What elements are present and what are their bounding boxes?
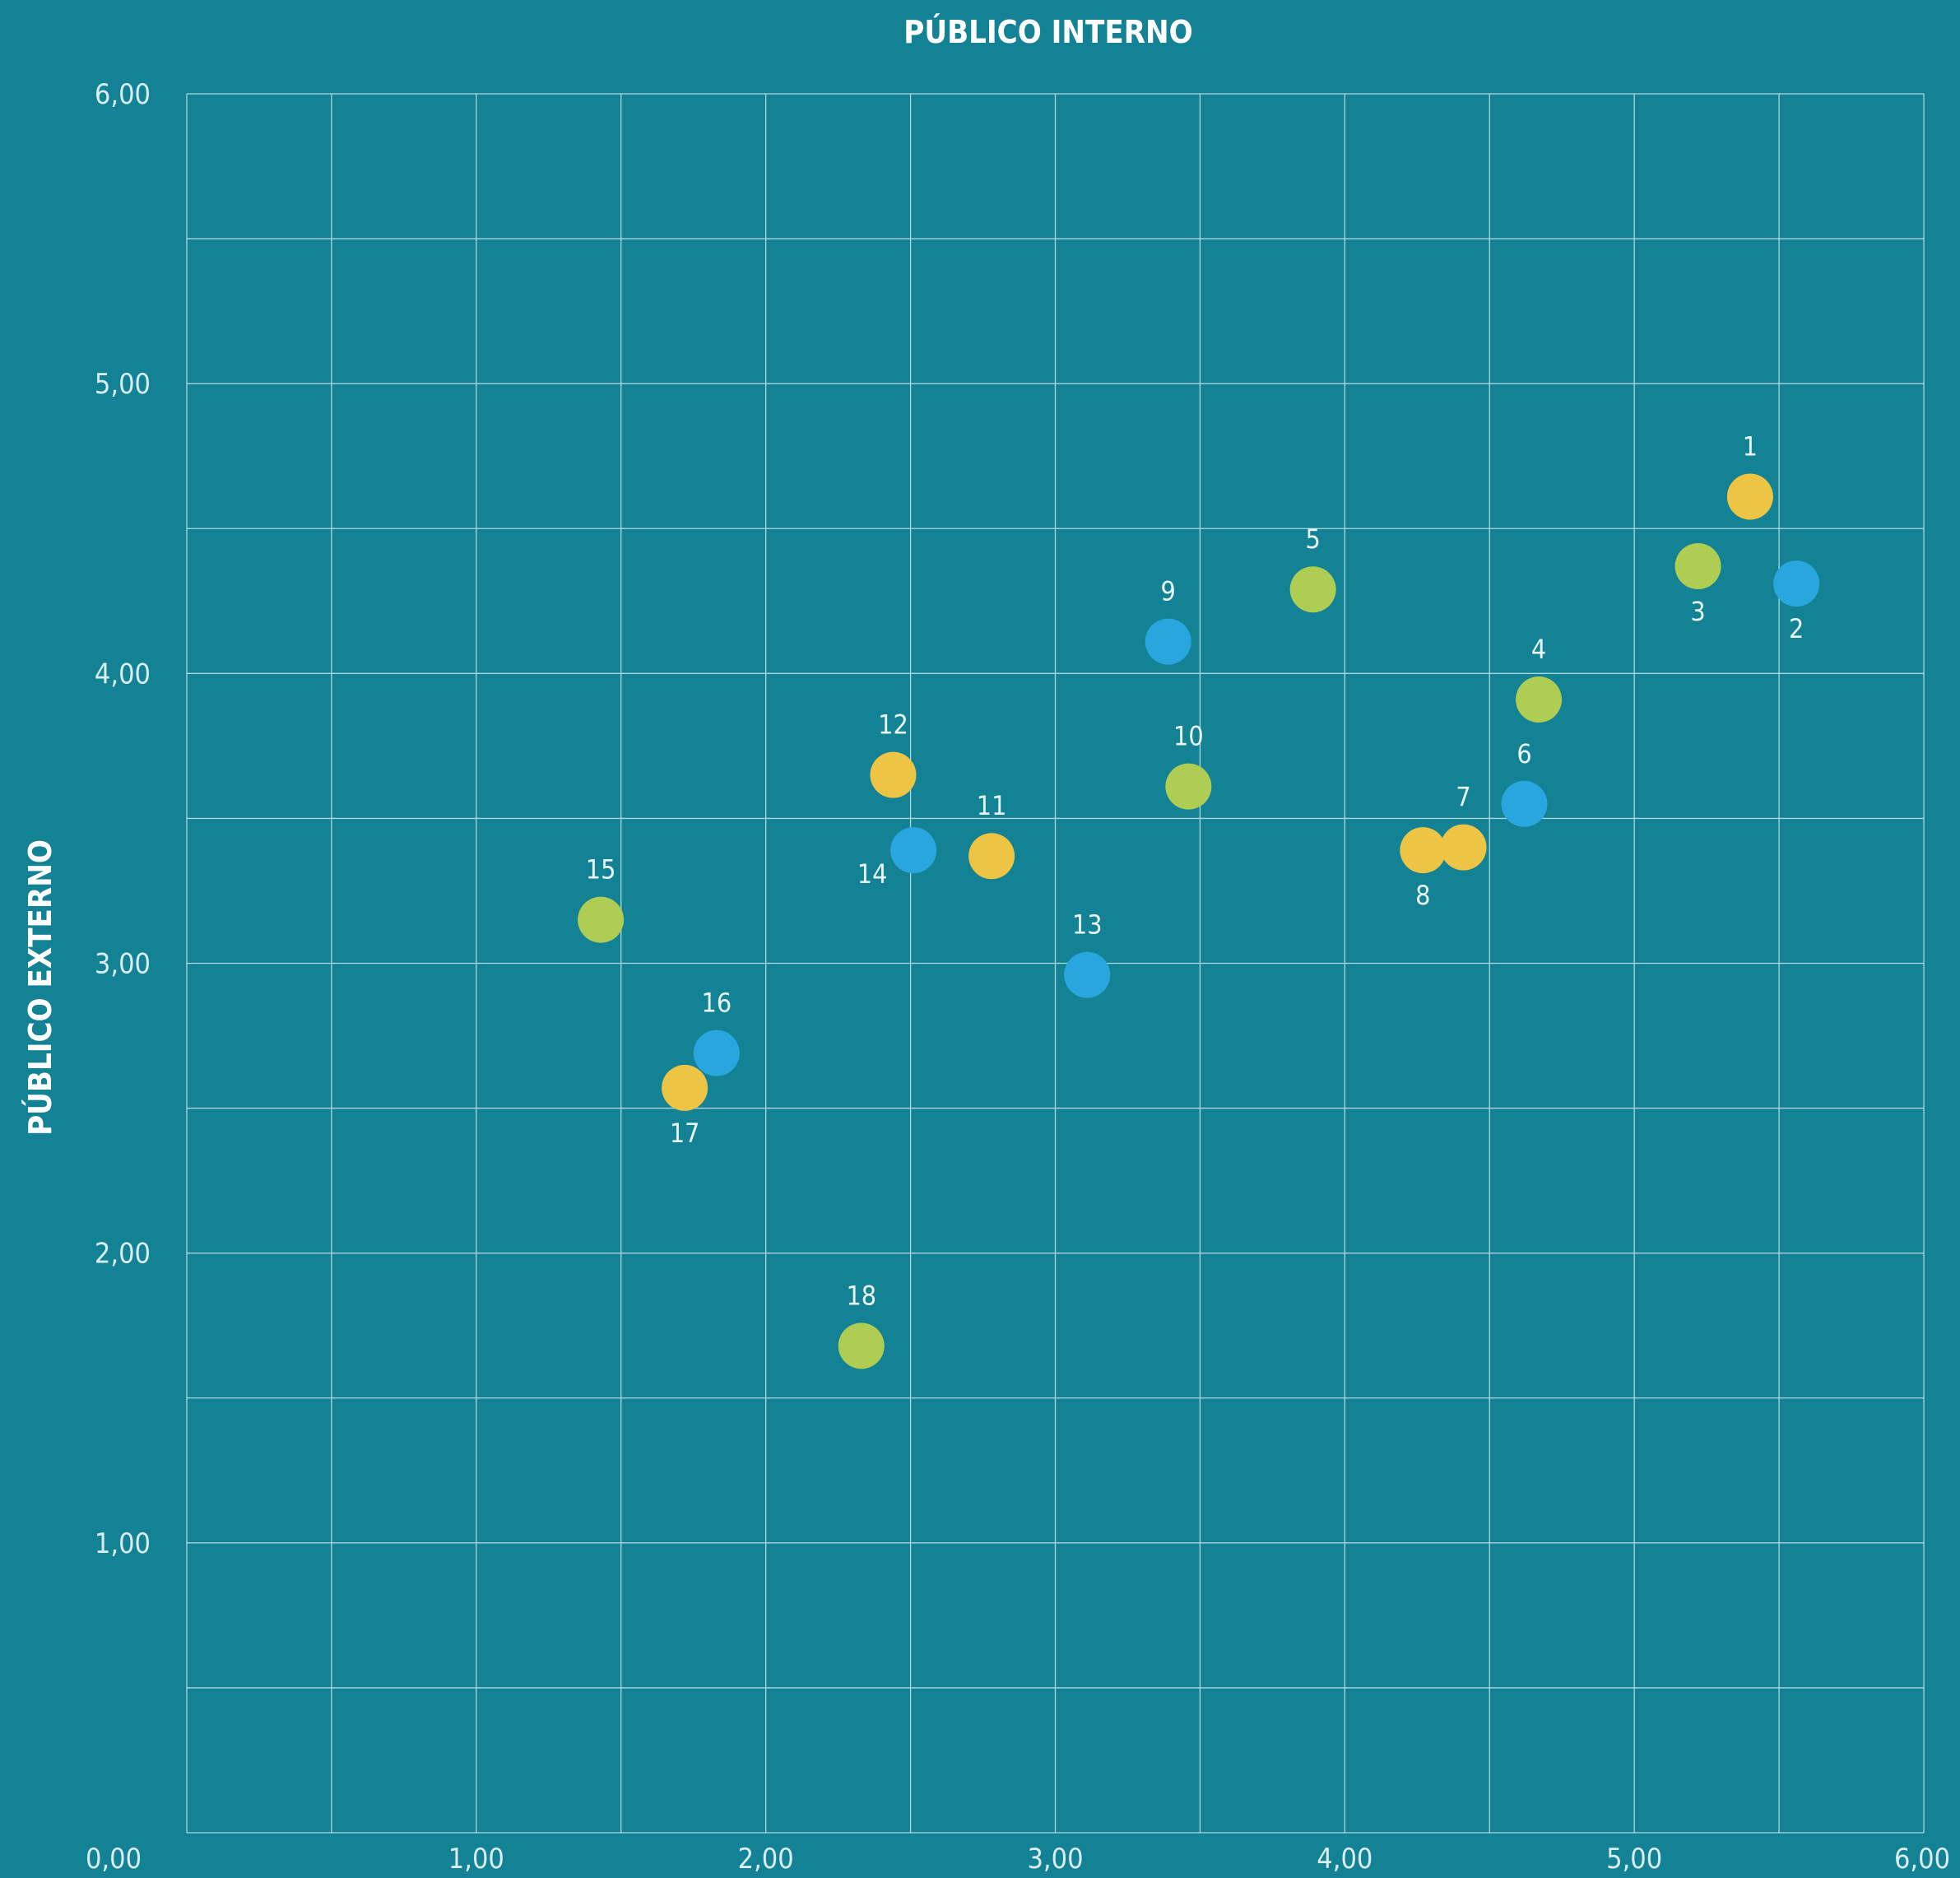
data-point	[1674, 543, 1721, 590]
data-point	[1501, 780, 1548, 827]
data-point-label: 6	[1516, 738, 1531, 769]
y-tick-label: 5,00	[95, 368, 151, 401]
y-tick-label: 1,00	[95, 1527, 151, 1560]
y-tick-label: 6,00	[95, 78, 151, 111]
data-point-label: 10	[1173, 721, 1204, 752]
data-point-label: 14	[857, 858, 888, 890]
data-point-label: 18	[846, 1280, 876, 1311]
data-point-label: 1	[1743, 431, 1758, 463]
data-point-label: 11	[977, 790, 1007, 821]
data-point-label: 12	[878, 709, 908, 741]
data-point-label: 13	[1072, 909, 1103, 941]
y-tick-label: 3,00	[95, 948, 151, 981]
x-tick-label: 5,00	[1606, 1843, 1662, 1876]
data-point	[1289, 566, 1336, 613]
data-point-label: 3	[1690, 596, 1705, 627]
x-tick-label: 0,00	[86, 1843, 142, 1876]
y-axis-label: PÚBLICO EXTERNO	[22, 839, 58, 1136]
data-point	[1773, 560, 1820, 607]
data-point	[968, 833, 1015, 880]
data-point	[1145, 618, 1191, 665]
data-point-label: 4	[1531, 634, 1546, 665]
data-point-label: 9	[1161, 576, 1176, 607]
data-point	[1726, 473, 1773, 520]
data-point	[890, 827, 937, 874]
y-tick-label: 4,00	[95, 658, 151, 690]
plot-grid	[186, 93, 1925, 1834]
data-point	[662, 1064, 708, 1111]
x-tick-label: 6,00	[1894, 1843, 1950, 1876]
data-point-label: 2	[1789, 613, 1804, 644]
y-tick-label: 2,00	[95, 1238, 151, 1271]
data-point	[578, 896, 625, 943]
x-tick-label: 3,00	[1027, 1843, 1083, 1876]
x-tick-label: 2,00	[738, 1843, 794, 1876]
data-point-label: 7	[1456, 782, 1470, 813]
data-point	[1400, 827, 1447, 874]
data-point-label: 8	[1415, 880, 1430, 911]
data-point	[1165, 763, 1212, 810]
data-point	[838, 1323, 885, 1369]
data-point	[1440, 824, 1487, 871]
data-point-label: 5	[1305, 523, 1320, 555]
x-tick-label: 1,00	[448, 1843, 504, 1876]
data-point-label: 16	[702, 988, 732, 1019]
data-point	[1064, 951, 1111, 998]
y-axis-ticks: 1,00 2,00 3,00 4,00 5,00 6,00	[95, 78, 151, 1560]
data-point-label: 17	[670, 1118, 700, 1149]
data-point	[870, 751, 917, 798]
data-point-label: 15	[586, 854, 616, 886]
x-axis-ticks: 0,00 1,00 2,00 3,00 4,00 5,00 6,00	[86, 1843, 1950, 1876]
chart-title: PÚBLICO INTERNO	[903, 14, 1192, 50]
data-point	[693, 1030, 740, 1076]
x-tick-label: 4,00	[1317, 1843, 1372, 1876]
data-point	[1516, 676, 1563, 723]
